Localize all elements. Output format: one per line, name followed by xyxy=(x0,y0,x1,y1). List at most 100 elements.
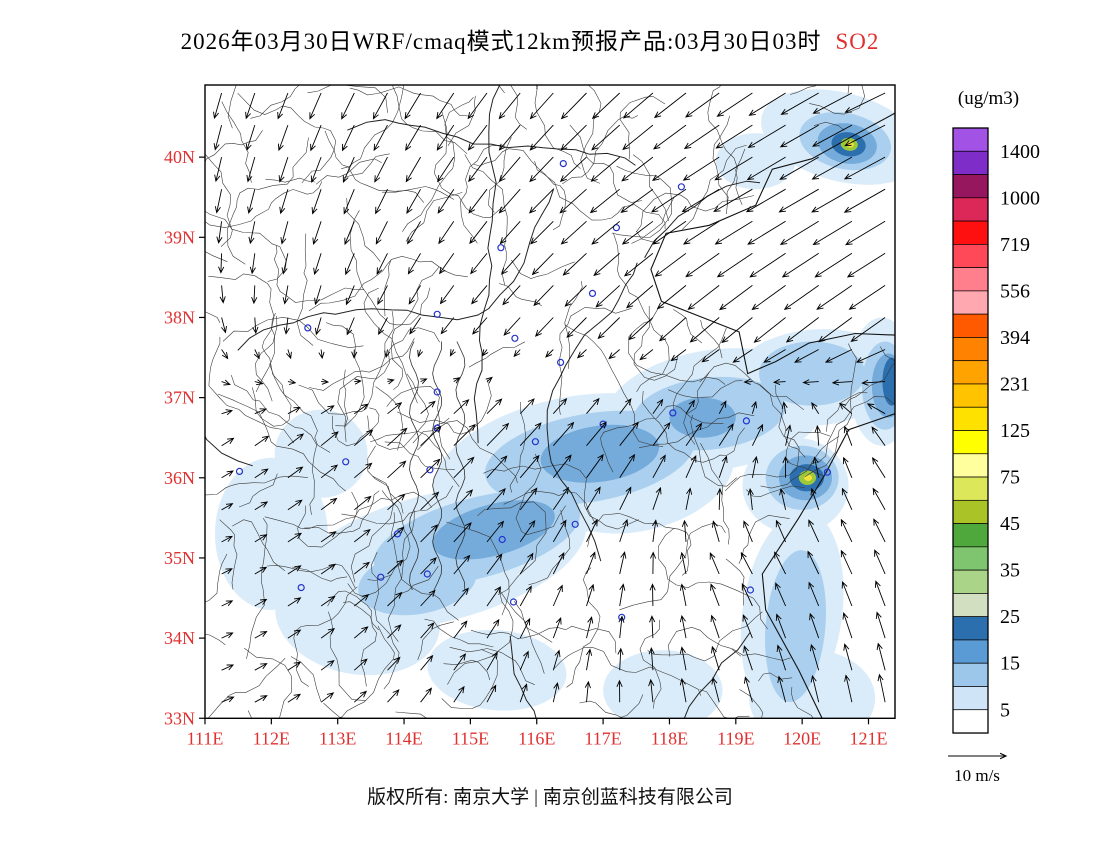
wind-arrow xyxy=(531,252,554,276)
boundary-line xyxy=(517,625,617,654)
boundary-line xyxy=(237,92,337,184)
legend-swatch xyxy=(952,686,989,711)
wind-arrow xyxy=(701,349,720,363)
so2-contour xyxy=(669,397,736,438)
wind-arrow xyxy=(354,658,368,671)
wind-arrow xyxy=(530,220,554,245)
boundary-line xyxy=(673,309,703,344)
wind-arrow xyxy=(589,188,620,214)
wind-arrow xyxy=(586,421,607,446)
wind-arrow xyxy=(718,400,727,414)
boundary-line xyxy=(672,327,727,412)
wind-arrow xyxy=(552,486,570,511)
wind-arrow xyxy=(732,349,753,363)
boundary-line xyxy=(221,101,252,183)
boundary-line xyxy=(683,371,710,445)
wind-arrow xyxy=(685,399,695,414)
wind-arrow xyxy=(714,156,753,181)
lon-tick-label: 118E xyxy=(651,728,688,748)
wind-arrow xyxy=(841,487,853,510)
wind-arrow xyxy=(218,253,225,274)
legend-swatch xyxy=(952,430,989,455)
wind-arrow xyxy=(375,221,388,245)
boundary-line xyxy=(297,491,359,548)
wind-arrow xyxy=(689,317,720,343)
wind-arrow xyxy=(221,437,235,447)
wind-arrow xyxy=(780,92,819,115)
city-marker xyxy=(588,289,597,297)
boundary-line xyxy=(826,392,868,432)
city-marker xyxy=(559,160,567,168)
boundary-line xyxy=(564,324,664,447)
wind-arrow xyxy=(529,156,554,183)
legend-swatch xyxy=(952,360,989,385)
wind-arrow xyxy=(779,220,819,245)
wind-arrow xyxy=(213,92,223,120)
legend-swatch xyxy=(952,197,989,222)
wind-arrow xyxy=(320,660,335,671)
wind-arrow xyxy=(777,675,787,703)
wind-arrow xyxy=(840,518,853,543)
boundary-line xyxy=(790,85,817,95)
boundary-line xyxy=(261,313,331,453)
boundary-line xyxy=(386,385,451,460)
wind-arrow xyxy=(486,586,501,607)
wind-arrow xyxy=(287,661,302,671)
wind-arrow xyxy=(874,549,886,575)
wind-arrow xyxy=(453,554,471,575)
wind-arrow xyxy=(785,424,792,446)
wind-arrow xyxy=(437,156,455,183)
city-marker xyxy=(235,467,244,475)
so2-contour xyxy=(274,409,368,498)
wind-arrow xyxy=(374,156,388,183)
boundary-line xyxy=(405,192,463,242)
boundary-line xyxy=(381,186,455,200)
title-main: 2026年03月30日WRF/cmaq模式12km预报产品:03月30日03时 xyxy=(180,29,822,54)
boundary-line xyxy=(387,510,415,642)
wind-arrow xyxy=(683,124,720,150)
wind-arrow xyxy=(846,252,886,278)
wind-arrow xyxy=(387,378,395,385)
wind-arrow xyxy=(840,549,853,575)
wind-arrow xyxy=(562,252,587,276)
boundary-line xyxy=(785,431,831,476)
wind-arrow xyxy=(387,689,400,703)
boundary-line xyxy=(455,341,466,591)
wind-arrow xyxy=(586,616,594,639)
wind-arrow xyxy=(775,519,787,543)
boundary-line xyxy=(347,119,636,166)
copyright-right: 南京创蓝科技有限公司 xyxy=(542,787,733,808)
wind-arrow xyxy=(353,690,368,703)
city-marker xyxy=(669,409,677,417)
wind-arrow xyxy=(498,92,521,120)
wind-arrow xyxy=(743,676,753,703)
wind-arrow xyxy=(311,189,322,215)
wind-arrow xyxy=(872,487,886,511)
wind-arrow xyxy=(848,285,886,310)
wind-arrow xyxy=(716,487,723,510)
wind-arrow xyxy=(656,285,687,310)
wind-arrow xyxy=(623,252,654,277)
wind-arrow xyxy=(533,285,554,307)
boundary-line xyxy=(325,322,365,427)
wind-arrow xyxy=(287,565,302,575)
legend-label: 1400 xyxy=(1000,141,1040,163)
boundary-line xyxy=(725,558,745,606)
wind-arrow xyxy=(378,317,388,336)
boundary-line xyxy=(265,177,316,183)
wind-arrow xyxy=(812,92,853,114)
wind-arrow xyxy=(586,551,596,575)
boundary-line xyxy=(619,96,666,160)
legend-swatch xyxy=(952,290,989,315)
wind-arrow xyxy=(221,600,234,607)
wind-arrow xyxy=(377,285,388,305)
wind-arrow xyxy=(622,124,654,151)
boundary-line xyxy=(757,382,804,411)
so2-contour xyxy=(765,550,826,702)
boundary-line xyxy=(296,233,314,346)
wind-arrow xyxy=(552,649,561,671)
wind-arrow xyxy=(354,529,371,543)
city-marker xyxy=(556,358,565,366)
wind-arrow xyxy=(552,454,572,479)
boundary-line xyxy=(724,384,800,492)
